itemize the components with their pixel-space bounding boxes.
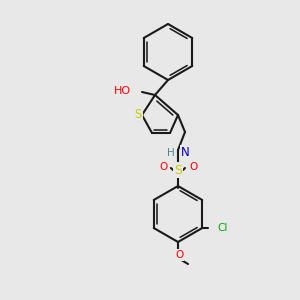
Text: H: H <box>167 148 175 158</box>
Text: S: S <box>134 109 142 122</box>
Text: S: S <box>174 164 182 176</box>
Text: Cl: Cl <box>217 223 228 233</box>
Text: O: O <box>159 162 167 172</box>
Text: O: O <box>189 162 197 172</box>
Text: N: N <box>181 146 190 160</box>
Text: O: O <box>175 250 183 260</box>
Text: HO: HO <box>114 86 131 96</box>
